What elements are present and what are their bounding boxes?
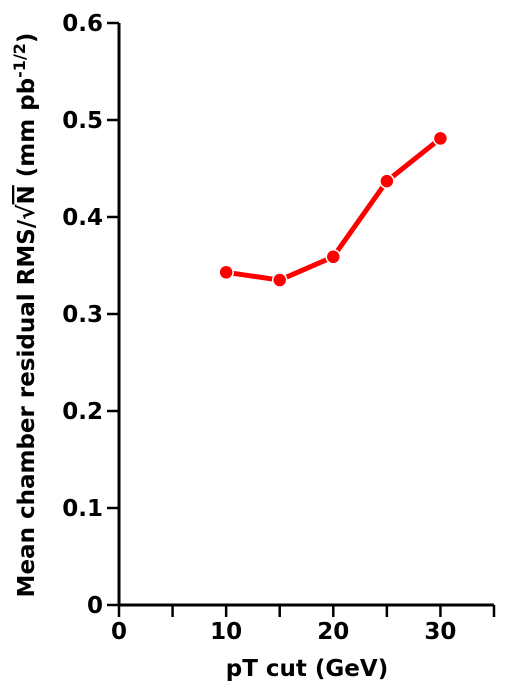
x-tick-label: 30 (424, 619, 456, 645)
data-point (432, 130, 449, 147)
y-axis-label-unit-exp: -1/2 (10, 43, 29, 78)
data-point (218, 264, 234, 281)
y-tick-label: 0.5 (62, 108, 103, 134)
y-tick-label: 0 (87, 593, 103, 619)
data-point (325, 249, 342, 265)
axes (117, 23, 494, 607)
y-tick-label: 0.4 (62, 205, 103, 231)
x-tick-label: 20 (317, 619, 349, 645)
y-axis-label: Mean chamber residual RMS/√N (mm pb-1/2) (10, 33, 40, 598)
y-tick-label: 0.2 (62, 399, 103, 425)
y-axis-label-radical: √ (14, 204, 40, 220)
y-tick-label: 0.1 (62, 496, 103, 522)
x-tick-label: 10 (210, 619, 242, 645)
y-axis-label-unit-suffix: ) (14, 33, 40, 44)
data-point (271, 272, 288, 288)
data-point (379, 173, 395, 189)
y-axis-label-unit-prefix: (mm pb (14, 78, 40, 185)
x-axis-label: pT cut (GeV) (226, 656, 388, 682)
y-ticks: 0 0.1 0.2 0.3 0.4 0.5 0.6 (62, 11, 119, 619)
y-tick-label: 0.3 (62, 302, 103, 328)
x-ticks: 0 10 20 30 (111, 605, 496, 645)
y-axis-label-prefix: Mean chamber residual RMS/ (14, 219, 40, 597)
y-tick-label: 0.6 (62, 11, 103, 37)
series-layer (218, 130, 449, 288)
x-tick-label: 0 (111, 619, 127, 645)
y-axis-label-radicand: N (14, 185, 40, 204)
